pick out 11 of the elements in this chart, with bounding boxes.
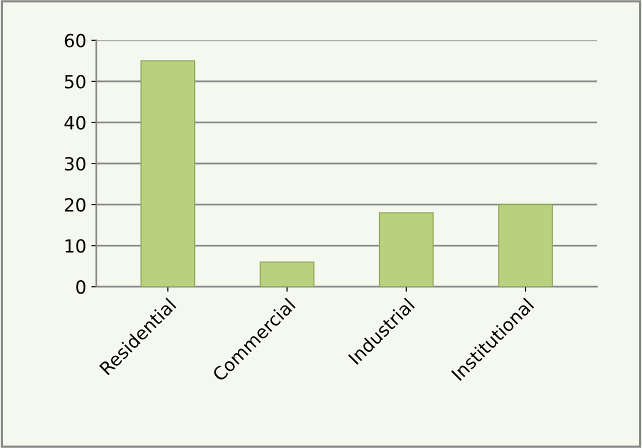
bar bbox=[140, 60, 196, 287]
y-tick-label: 10 bbox=[66, 239, 86, 253]
bar bbox=[378, 212, 434, 287]
y-tick-label: 40 bbox=[64, 116, 86, 130]
y-tick-label: 60 bbox=[64, 34, 86, 48]
bar bbox=[260, 262, 314, 287]
y-tick-label: 50 bbox=[64, 74, 86, 89]
y-tick-label: 20 bbox=[64, 198, 86, 212]
y-tick-label: 30 bbox=[64, 156, 86, 171]
bar bbox=[498, 204, 553, 287]
y-tick-label: 0 bbox=[76, 280, 86, 294]
